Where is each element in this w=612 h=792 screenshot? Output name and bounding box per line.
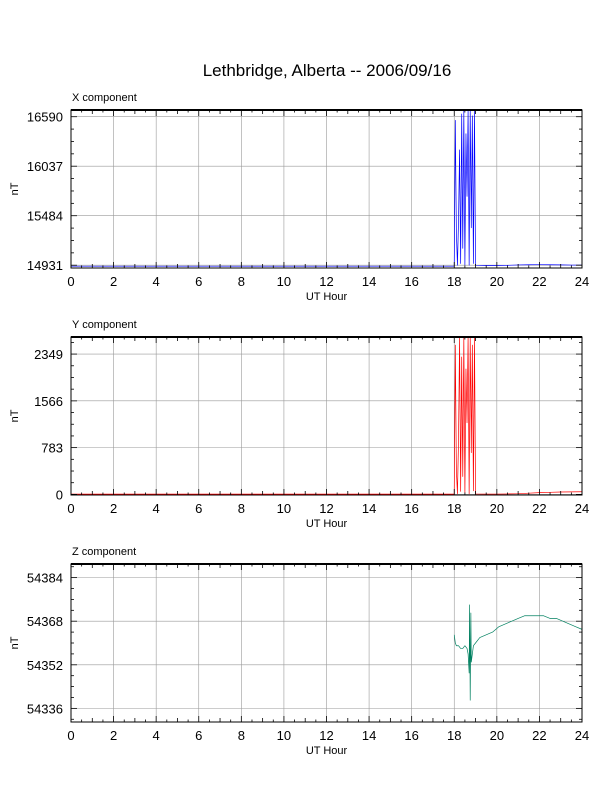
y-xtick-label: 10	[277, 501, 291, 516]
y-xtick-label: 20	[490, 501, 504, 516]
y-yaxis-label: nT	[9, 409, 21, 422]
y-xtick-label: 4	[153, 501, 160, 516]
z-xtick-label: 2	[110, 728, 117, 743]
y-xtick-label: 22	[532, 501, 546, 516]
x-xtick-label: 4	[153, 274, 160, 289]
y-panel-title: Y component	[72, 319, 137, 331]
z-panel-title: Z component	[72, 546, 136, 558]
y-ytick-label: 783	[41, 441, 63, 456]
z-ytick-label: 54336	[27, 701, 63, 716]
x-ytick-label: 16590	[27, 110, 63, 125]
y-xtick-label: 8	[238, 501, 245, 516]
x-panel-title: X component	[72, 92, 137, 104]
y-xtick-label: 6	[195, 501, 202, 516]
y-xtick-label: 12	[319, 501, 333, 516]
x-ytick-label: 15484	[27, 209, 63, 224]
z-xtick-label: 16	[404, 728, 418, 743]
z-ytick-label: 54384	[27, 571, 63, 586]
z-xtick-label: 6	[195, 728, 202, 743]
z-xtick-label: 12	[319, 728, 333, 743]
z-xtick-label: 18	[447, 728, 461, 743]
z-series-line	[453, 604, 583, 701]
x-xtick-label: 18	[447, 274, 461, 289]
x-component-panel: 0 2 4 6 8 10 12 14 16 18 20 22 241493115484160371659…	[9, 92, 589, 303]
y-xtick-label: 14	[362, 501, 376, 516]
z-xtick-label: 20	[490, 728, 504, 743]
z-yaxis-label: nT	[9, 636, 21, 649]
x-xtick-label: 2	[110, 274, 117, 289]
x-series-line	[71, 110, 583, 267]
x-xtick-label: 22	[532, 274, 546, 289]
y-xtick-label: 2	[110, 501, 117, 516]
z-xtick-label: 14	[362, 728, 376, 743]
y-ytick-label: 0	[56, 487, 63, 502]
y-series-line	[71, 336, 583, 495]
x-ytick-label: 14931	[27, 258, 63, 273]
z-component-panel: 0 2 4 6 8 10 12 14 16 18 20 22 245433654352543685438…	[9, 546, 589, 757]
x-xtick-label: 12	[319, 274, 333, 289]
y-ytick-label: 2349	[34, 347, 63, 362]
z-ytick-label: 54368	[27, 614, 63, 629]
x-yaxis-label: nT	[9, 182, 21, 195]
x-xtick-label: 24	[575, 274, 589, 289]
x-xtick-label: 8	[238, 274, 245, 289]
z-xtick-label: 22	[532, 728, 546, 743]
z-xtick-label: 0	[67, 728, 74, 743]
z-xaxis-label: UT Hour	[306, 745, 348, 757]
y-xaxis-label: UT Hour	[306, 518, 348, 530]
x-ytick-label: 16037	[27, 159, 63, 174]
y-xtick-label: 18	[447, 501, 461, 516]
x-xtick-label: 10	[277, 274, 291, 289]
y-xtick-label: 0	[67, 501, 74, 516]
z-ytick-label: 54352	[27, 658, 63, 673]
x-xtick-label: 16	[404, 274, 418, 289]
z-xtick-label: 8	[238, 728, 245, 743]
x-xaxis-label: UT Hour	[306, 291, 348, 303]
y-ytick-label: 1566	[34, 394, 63, 409]
x-xtick-label: 6	[195, 274, 202, 289]
y-xtick-label: 16	[404, 501, 418, 516]
x-xtick-label: 0	[67, 274, 74, 289]
z-xtick-label: 24	[575, 728, 589, 743]
x-xtick-label: 20	[490, 274, 504, 289]
y-xtick-label: 24	[575, 501, 589, 516]
z-xtick-label: 4	[153, 728, 160, 743]
z-xtick-label: 10	[277, 728, 291, 743]
x-xtick-label: 14	[362, 274, 376, 289]
figure-title: Lethbridge, Alberta -- 2006/09/16	[203, 61, 452, 80]
